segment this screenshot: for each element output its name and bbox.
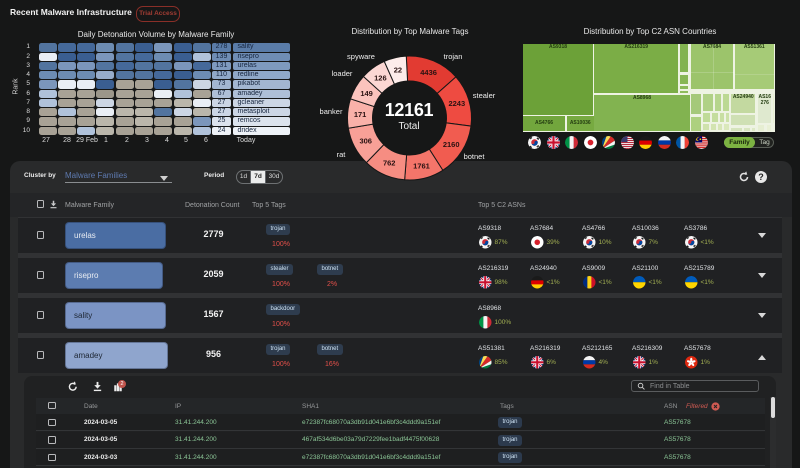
svg-text:149: 149 (360, 89, 373, 98)
svg-text:2160: 2160 (443, 140, 460, 149)
svg-text:306: 306 (359, 137, 372, 146)
svg-text:171: 171 (354, 110, 367, 119)
svg-text:22: 22 (394, 66, 402, 75)
svg-text:4436: 4436 (420, 68, 437, 77)
svg-text:762: 762 (383, 159, 396, 168)
svg-text:126: 126 (374, 74, 387, 83)
svg-text:1761: 1761 (413, 162, 430, 171)
svg-text:2243: 2243 (448, 99, 465, 108)
